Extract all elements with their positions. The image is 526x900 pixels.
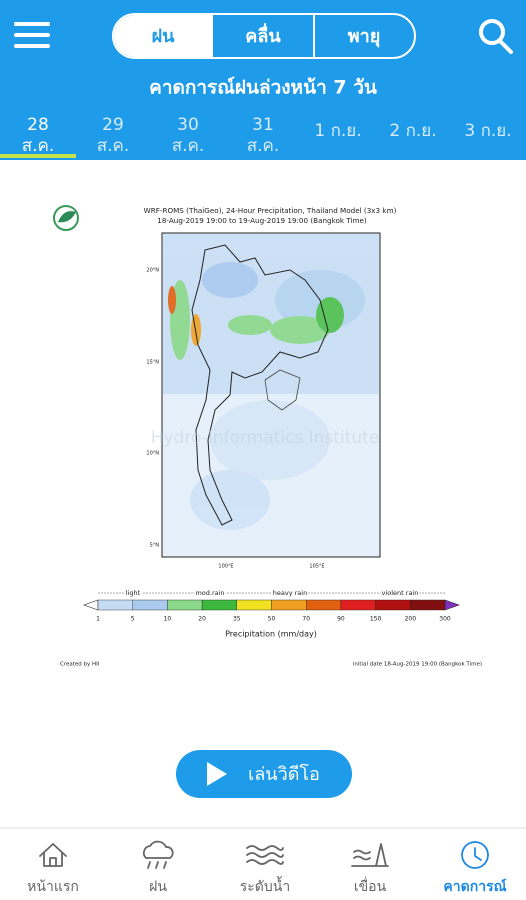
nav-item[interactable]: ระดับน้ำ	[240, 845, 290, 895]
lat-label: 10°N	[146, 451, 159, 457]
date-label[interactable]: 1 ก.ย.	[314, 121, 361, 141]
legend-tick: 90	[337, 616, 345, 623]
forecast-image: WRF-ROMS (ThaiGeo), 24-Hour Precipitatio…	[53, 205, 482, 668]
legend-tick: 200	[405, 616, 417, 623]
play-button[interactable]: เล่นวิดีโอ	[176, 750, 352, 798]
date-month[interactable]: ส.ค.	[172, 136, 205, 156]
date-month[interactable]: ส.ค.	[22, 136, 55, 156]
colorbar-segment	[340, 599, 376, 611]
colorbar-segment	[236, 599, 272, 611]
segment-active	[114, 15, 213, 57]
logo	[53, 205, 79, 231]
nav-label: หน้าแรก	[27, 879, 79, 895]
nav-label: ฝน	[149, 879, 167, 895]
date-day[interactable]: 30	[177, 115, 199, 135]
thailand-outline	[191, 244, 329, 526]
date-day[interactable]: 29	[102, 115, 124, 135]
colorbar-segment	[97, 599, 133, 611]
legend-tick: 20	[198, 616, 206, 623]
play-button-bg	[176, 750, 352, 798]
lat-label: 5°N	[150, 543, 160, 549]
nav-item[interactable]: คาดการณ์	[443, 841, 507, 895]
legend-group: mod.rain	[195, 589, 224, 597]
legend-tick: 50	[268, 616, 276, 623]
legend-tick: 300	[439, 616, 451, 623]
nav-label: คาดการณ์	[443, 878, 506, 895]
segmented-control	[112, 13, 416, 59]
colorbar-end	[83, 599, 99, 611]
nav-icon	[351, 843, 389, 867]
header-bg	[0, 0, 526, 160]
tab-label[interactable]: พายุ	[348, 26, 381, 48]
nav-label: ระดับน้ำ	[240, 876, 290, 895]
nav-label: เขื่อน	[354, 877, 387, 895]
legend-tick: 150	[370, 616, 382, 623]
legend-tick: 1	[96, 616, 100, 623]
date-month[interactable]: ส.ค.	[97, 136, 130, 156]
tab-label[interactable]: ฝน	[152, 26, 176, 47]
search-handle	[498, 39, 513, 54]
legend-group: heavy rain	[273, 589, 307, 597]
colorbar-segment	[271, 599, 307, 611]
date-label[interactable]: 3 ก.ย.	[464, 121, 511, 141]
legend-title: Precipitation (mm/day)	[225, 630, 317, 639]
lat-label: 20°N	[146, 268, 159, 274]
legend-group: light	[126, 589, 141, 597]
legend-tick: 35	[233, 616, 241, 623]
play-icon	[207, 762, 227, 786]
date-indicator	[0, 154, 76, 158]
lat-label: 15°N	[146, 360, 159, 366]
search-button[interactable]	[479, 19, 513, 54]
map-subtitle: 18-Aug-2019 19:00 to 19-Aug-2019 19:00 (…	[157, 216, 367, 225]
date-month[interactable]: ส.ค.	[247, 136, 280, 156]
date-label[interactable]: 2 ก.ย.	[389, 121, 436, 141]
nav-item[interactable]: หน้าแรก	[27, 843, 79, 895]
menu-button[interactable]	[14, 22, 50, 48]
play-label: เล่นวิดีโอ	[248, 763, 320, 785]
lon-label: 100°E	[218, 564, 233, 570]
nav-icon	[246, 845, 284, 865]
cambodia-outline	[264, 369, 301, 411]
colorbar-segment	[410, 599, 446, 611]
legend-tick: 5	[131, 616, 135, 623]
map-title: WRF-ROMS (ThaiGeo), 24-Hour Precipitatio…	[144, 206, 397, 215]
initial-date: initial date 18-Aug-2019 19:00 (Bangkok …	[353, 662, 482, 668]
legend-tick: 10	[164, 616, 172, 623]
nav-icon	[142, 840, 174, 869]
credit: Created by HII	[60, 662, 100, 668]
tab-label[interactable]: คลื่น	[245, 23, 281, 47]
nav-icon	[39, 843, 67, 867]
colorbar-segment	[201, 599, 238, 611]
date-day[interactable]: 31	[252, 115, 274, 135]
colorbar-segment	[306, 599, 342, 611]
date-day[interactable]: 28	[27, 115, 49, 135]
watermark: Hydro-Informatics Institute	[151, 428, 380, 448]
colorbar-segment	[167, 599, 203, 611]
nav-item[interactable]: ฝน	[142, 840, 174, 895]
colorbar-segment	[375, 599, 411, 611]
nav-item[interactable]: เขื่อน	[351, 843, 389, 895]
colorbar-end	[444, 599, 460, 611]
header-title: คาดการณ์ฝนล่วงหน้า 7 วัน	[149, 77, 377, 99]
colorbar-segment	[132, 599, 168, 611]
lon-label: 105°E	[309, 564, 324, 570]
legend-group: violent rain	[382, 589, 419, 597]
legend-tick: 70	[302, 616, 310, 623]
nav-icon	[461, 841, 489, 869]
search-lens	[479, 19, 505, 45]
